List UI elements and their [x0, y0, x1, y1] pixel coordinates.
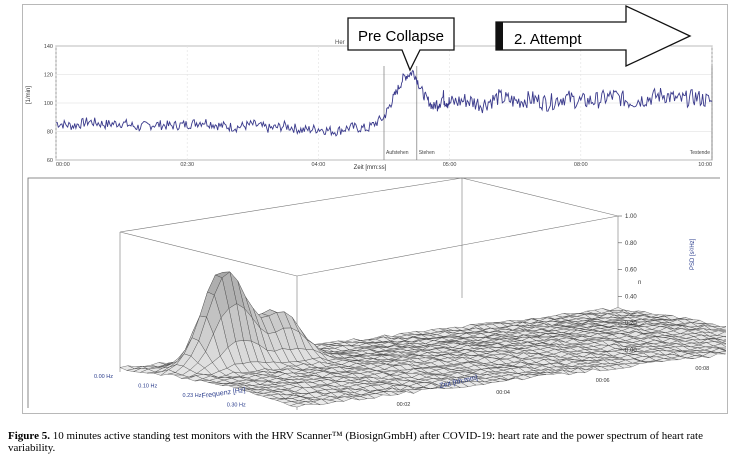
x-tick-label: 08:00 [574, 162, 588, 168]
frequency-tick-label: 0.23 Hz [183, 393, 202, 399]
z-tick-label: 0.00 [625, 348, 637, 354]
y-tick-label: 140 [44, 44, 53, 50]
x-tick-label: 02:30 [180, 162, 194, 168]
z-ticks: 0.00 0.20 0.40 0.60 0.80 1.00 [618, 214, 637, 354]
attempt-arrow-tail [496, 22, 503, 50]
pre-collapse-label: Pre Collapse [358, 28, 444, 45]
y-ticks: 60 80 100 120 140 [44, 44, 53, 164]
attempt-label: 2. Attempt [514, 31, 582, 48]
y-tick-label: 120 [44, 73, 53, 79]
psd-surface-chart: 0.00 0.20 0.40 0.60 0.80 1.00 0.00 Hz 0.10 Hz 0… [27, 177, 726, 410]
event-markers: Aufstehen Stehen Testende [383, 66, 713, 160]
x-tick-label: 00:00 [56, 162, 70, 168]
x-tick-label: 05:00 [443, 162, 457, 168]
x-axis-label: Zeit [mm:ss] [354, 165, 387, 171]
frequency-tick-label: 0.00 Hz [94, 374, 113, 380]
frequency-tick-label: 0.10 Hz [138, 384, 157, 390]
event-marker-label: Testende [690, 150, 711, 156]
event-marker-label: Aufstehen [386, 150, 409, 156]
frequency-axis-label: Frequenz [Hz] [201, 387, 246, 400]
x-tick-label: 10:00 [698, 162, 712, 168]
y-tick-label: 100 [44, 101, 53, 107]
x-ticks: 00:00 02:30 04:00 05:00 08:00 10:00 [56, 162, 712, 168]
frequency-ticks: 0.00 Hz0.10 Hz0.23 Hz0.30 Hz0.40 Hz [94, 374, 246, 409]
z-tick-label: 0.80 [625, 241, 637, 247]
figure-caption: Figure 5. 10 minutes active standing tes… [8, 430, 748, 454]
psd-surface-mesh [119, 271, 726, 408]
frequency-tick-label: 0.30 Hz [227, 403, 246, 409]
heart-rate-chart: 60 80 100 120 140 00:00 02:30 04:00 05:00 08:00 1… [26, 4, 713, 171]
z-axis-letter: n [638, 280, 641, 286]
time-tick-label: 00:06 [596, 378, 610, 384]
z-tick-label: 1.00 [625, 214, 637, 220]
box-top [119, 177, 619, 277]
pre-collapse-callout [347, 17, 455, 72]
event-marker-label: Stehen [419, 150, 435, 156]
surface-cell [289, 403, 306, 408]
y-axis-label: [1/min] [26, 86, 32, 104]
y-tick-label: 80 [47, 130, 53, 136]
surface-cell [721, 340, 726, 344]
surface-panel-border [27, 177, 720, 408]
time-tick-label: 00:08 [695, 366, 709, 372]
attempt-arrow [495, 4, 692, 68]
heart-rate-line [55, 69, 713, 137]
caption-text: 10 minutes active standing test monitors… [8, 430, 703, 454]
x-tick-label: 04:00 [312, 162, 326, 168]
time-tick-label: 00:04 [496, 390, 510, 396]
psd-axis-label: PSD [s²/Hz] [690, 238, 696, 270]
chart-title-partial: Her [335, 40, 345, 46]
z-tick-label: 0.20 [625, 321, 637, 327]
time-tick-label: 00:02 [397, 402, 411, 408]
z-tick-label: 0.40 [625, 294, 637, 300]
caption-label: Figure 5. [8, 430, 50, 442]
z-tick-label: 0.60 [625, 268, 637, 274]
y-tick-label: 60 [47, 158, 53, 164]
